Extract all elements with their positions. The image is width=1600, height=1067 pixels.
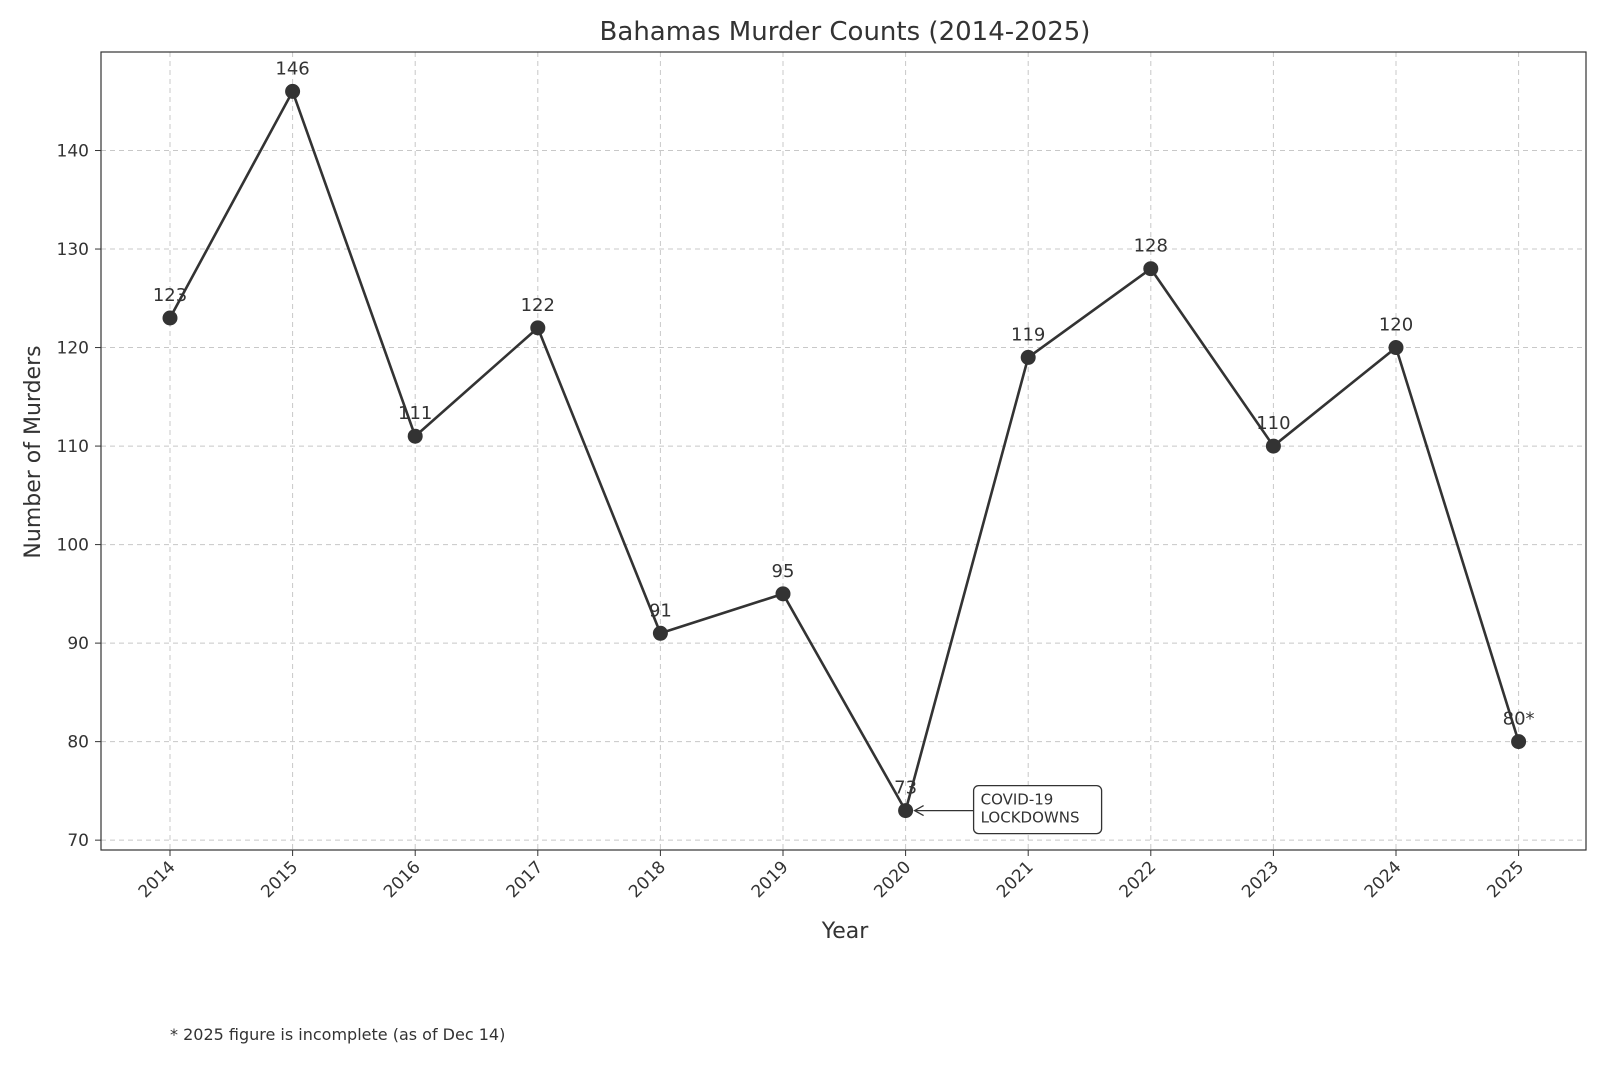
annotation-text: COVID-19	[981, 791, 1054, 809]
data-point	[1511, 734, 1527, 750]
data-point	[1265, 438, 1281, 454]
annotation-arrowhead	[913, 805, 924, 817]
data-label-layer: 123 146 111 122 91 95 73 119 128 110 120 80*	[153, 58, 1535, 798]
annotation-text: LOCKDOWNS	[981, 809, 1080, 827]
y-tick-label: 80	[67, 733, 89, 753]
data-point	[898, 803, 914, 819]
data-label: 128	[1134, 236, 1168, 257]
footnote: * 2025 figure is incomplete (as of Dec 1…	[170, 1025, 505, 1044]
y-axis-title: Number of Murders	[21, 345, 46, 558]
data-point	[1020, 349, 1036, 365]
data-label: 95	[772, 561, 795, 582]
y-tick-label: 110	[57, 437, 89, 457]
data-label: 91	[649, 600, 672, 621]
y-tick-label: 140	[57, 142, 89, 162]
data-label: 119	[1011, 324, 1045, 345]
series-line	[168, 88, 1520, 814]
data-point	[1388, 340, 1404, 356]
x-tick-label: 2016	[380, 857, 425, 902]
x-tick-label: 2025	[1483, 857, 1528, 902]
x-tick-label: 2017	[503, 857, 548, 902]
data-label: 73	[894, 778, 917, 799]
x-tick-label: 2022	[1116, 857, 1161, 902]
chart-title: Bahamas Murder Counts (2014-2025)	[600, 17, 1091, 47]
x-tick-label: 2019	[748, 857, 793, 902]
y-tick-label: 120	[57, 339, 89, 359]
data-label: 120	[1379, 315, 1413, 336]
x-tick-label: 2023	[1238, 857, 1283, 902]
data-point	[1143, 261, 1159, 277]
data-point	[775, 586, 791, 602]
annotation-box	[972, 784, 1103, 835]
data-point	[530, 320, 546, 336]
x-tick-label: 2015	[257, 857, 302, 902]
x-axis-title: Year	[821, 919, 870, 944]
x-tick-label: 2021	[993, 857, 1038, 902]
data-label: 110	[1256, 413, 1290, 434]
data-point	[652, 625, 668, 641]
data-label: 146	[275, 58, 309, 79]
x-tick-label: 2024	[1361, 857, 1406, 902]
y-tick-label: 70	[67, 831, 89, 851]
y-tick-label: 100	[57, 536, 89, 556]
x-tick-label: 2018	[625, 857, 670, 902]
grid-layer	[101, 52, 1586, 850]
x-tick-label: 2020	[870, 857, 915, 902]
series-layer	[162, 83, 1527, 819]
data-label: 123	[153, 285, 187, 306]
data-point	[162, 310, 178, 326]
data-label: 122	[521, 295, 555, 316]
y-tick-label: 130	[57, 240, 89, 260]
data-point	[285, 83, 301, 99]
data-label: 111	[398, 403, 432, 424]
data-label: 80*	[1503, 709, 1535, 730]
y-axis: 70 80 90 100 110 120 130 140	[57, 142, 101, 851]
x-tick-label: 2014	[135, 857, 180, 902]
x-axis: 2014 2015 2016 2017 2018 2019 2020 2021 2022 2023…	[135, 850, 1528, 902]
y-tick-label: 90	[67, 634, 89, 654]
data-point	[407, 428, 423, 444]
plot-frame	[100, 51, 1587, 851]
